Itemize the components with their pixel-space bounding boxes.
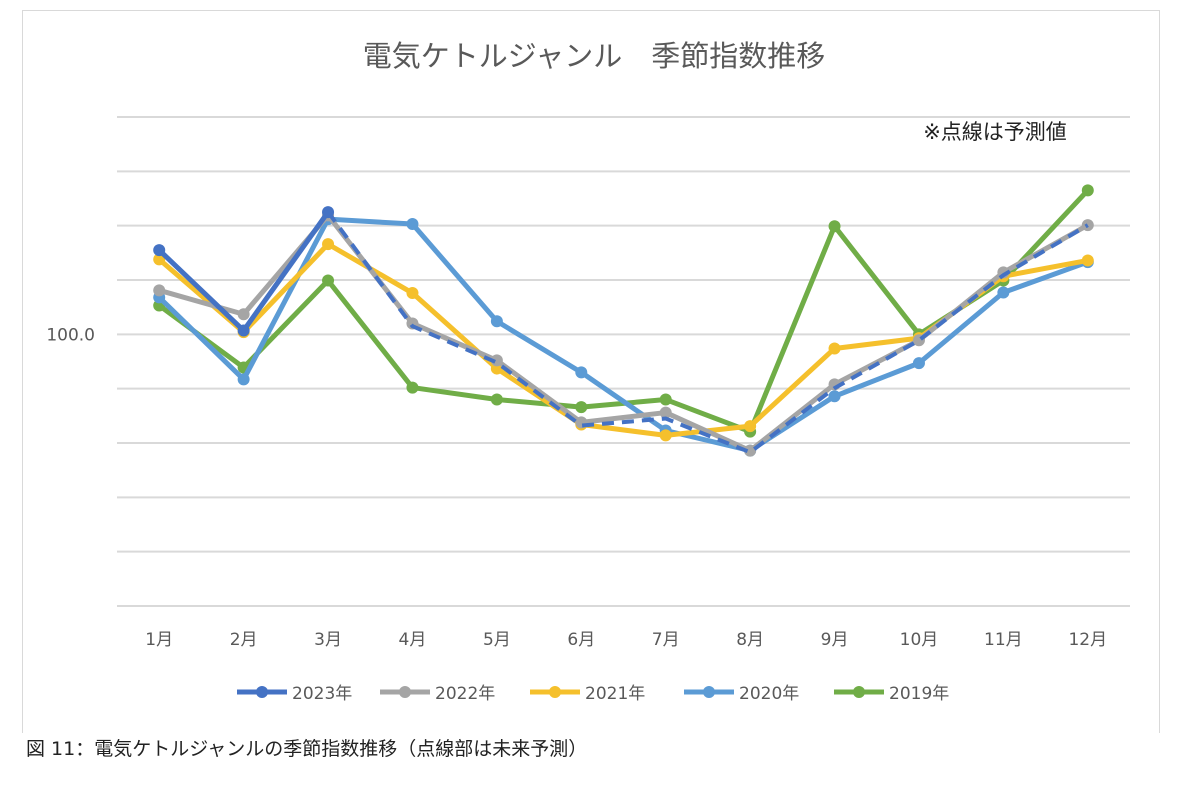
legend-item: 2021年 <box>530 684 645 704</box>
figure-caption: 図 11：電気ケトルジャンルの季節指数推移（点線部は未来予測） <box>26 738 588 760</box>
x-tick-label: 1月 <box>145 630 173 650</box>
series-line <box>157 216 1089 454</box>
legend-item: 2023年 <box>237 684 352 704</box>
legend-label: 2022年 <box>435 684 495 704</box>
x-tick-label: 11月 <box>984 630 1023 650</box>
data-point <box>828 342 841 355</box>
chart-frame <box>22 10 1160 733</box>
data-point <box>659 393 672 406</box>
data-point <box>406 287 419 300</box>
legend-label: 2019年 <box>889 684 949 704</box>
data-point <box>237 373 250 386</box>
series-2021年 <box>153 238 1094 442</box>
legend-marker <box>853 686 865 698</box>
y-tick-label: 100.0 <box>46 325 95 345</box>
data-point <box>912 357 925 370</box>
x-tick-label: 8月 <box>736 630 764 650</box>
legend-marker <box>549 686 561 698</box>
legend-label: 2023年 <box>292 684 352 704</box>
legend-marker <box>703 686 715 698</box>
x-tick-label: 7月 <box>652 630 680 650</box>
legend-marker <box>399 686 411 698</box>
data-point <box>575 366 588 379</box>
x-tick-label: 12月 <box>1068 630 1107 650</box>
data-point <box>237 324 250 337</box>
legend-label: 2020年 <box>739 684 799 704</box>
legend-marker <box>256 686 268 698</box>
series-line-forecast <box>326 210 1089 455</box>
data-point <box>575 401 588 414</box>
data-point <box>828 390 841 403</box>
x-tick-label: 2月 <box>230 630 258 650</box>
data-point <box>237 308 250 321</box>
data-point <box>322 206 335 219</box>
data-point <box>153 244 166 257</box>
x-tick-label: 6月 <box>567 630 595 650</box>
data-point <box>153 284 166 297</box>
data-point <box>1081 184 1094 197</box>
legend-item: 2019年 <box>834 684 949 704</box>
legend-item: 2022年 <box>380 684 495 704</box>
data-point <box>659 406 672 419</box>
data-point <box>997 286 1010 299</box>
data-point <box>322 238 335 251</box>
x-tick-label: 5月 <box>483 630 511 650</box>
data-point <box>1081 254 1094 267</box>
x-tick-label: 3月 <box>314 630 342 650</box>
data-point <box>659 429 672 442</box>
data-point <box>322 274 335 287</box>
x-tick-label: 10月 <box>900 630 939 650</box>
series-2023年 <box>153 206 1089 455</box>
x-tick-label: 9月 <box>821 630 849 650</box>
data-point <box>490 393 503 406</box>
data-point <box>490 315 503 328</box>
data-point <box>828 220 841 233</box>
data-point <box>744 420 757 433</box>
line-chart: 電気ケトルジャンル 季節指数推移 ※点線は予測値 100.0 1月 2月 3月 4月 5月… <box>46 39 1130 704</box>
chart-title: 電気ケトルジャンル 季節指数推移 <box>363 39 826 73</box>
data-point <box>406 381 419 394</box>
data-point <box>406 218 419 231</box>
chart-annotation: ※点線は予測値 <box>923 120 1067 144</box>
legend-item: 2020年 <box>684 684 799 704</box>
legend-label: 2021年 <box>585 684 645 704</box>
x-tick-label: 4月 <box>399 630 427 650</box>
